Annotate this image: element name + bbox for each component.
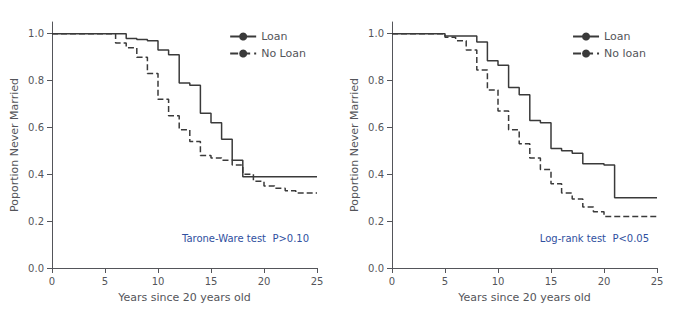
svg-text:0.0: 0.0 [368,263,384,274]
svg-text:0.2: 0.2 [368,216,384,227]
svg-text:0.0: 0.0 [28,263,44,274]
svg-text:0.8: 0.8 [28,75,44,86]
svg-text:1.0: 1.0 [28,28,44,39]
svg-text:1.0: 1.0 [368,28,384,39]
svg-text:Years since 20 years old: Years since 20 years old [117,291,251,304]
svg-text:Tarone-Ware test P>0.10: Tarone-Ware test P>0.10 [181,233,309,244]
svg-text:20: 20 [258,276,271,287]
svg-text:0.6: 0.6 [28,122,44,133]
svg-text:5: 5 [442,276,448,287]
svg-text:Loan: Loan [261,30,287,43]
svg-text:15: 15 [205,276,218,287]
svg-text:0.8: 0.8 [368,75,384,86]
svg-text:5: 5 [102,276,108,287]
svg-text:25: 25 [311,276,324,287]
svg-text:0: 0 [389,276,395,287]
svg-text:Loan: Loan [604,30,630,43]
svg-text:0.4: 0.4 [28,169,44,180]
svg-text:Years since 20 years old: Years since 20 years old [457,291,591,304]
svg-text:0.6: 0.6 [368,122,384,133]
svg-text:10: 10 [492,276,505,287]
svg-text:Log-rank test P<0.05: Log-rank test P<0.05 [540,233,649,244]
svg-text:0.4: 0.4 [368,169,384,180]
svg-text:10: 10 [152,276,165,287]
svg-text:Poportion Never Married: Poportion Never Married [348,78,361,212]
svg-text:0: 0 [49,276,55,287]
svg-text:20: 20 [598,276,611,287]
svg-text:Poportion Never Married: Poportion Never Married [8,78,21,212]
svg-text:No loan: No loan [604,47,646,60]
svg-text:25: 25 [651,276,664,287]
svg-text:0.2: 0.2 [28,216,44,227]
svg-text:No Loan: No Loan [261,47,306,60]
svg-text:15: 15 [545,276,558,287]
